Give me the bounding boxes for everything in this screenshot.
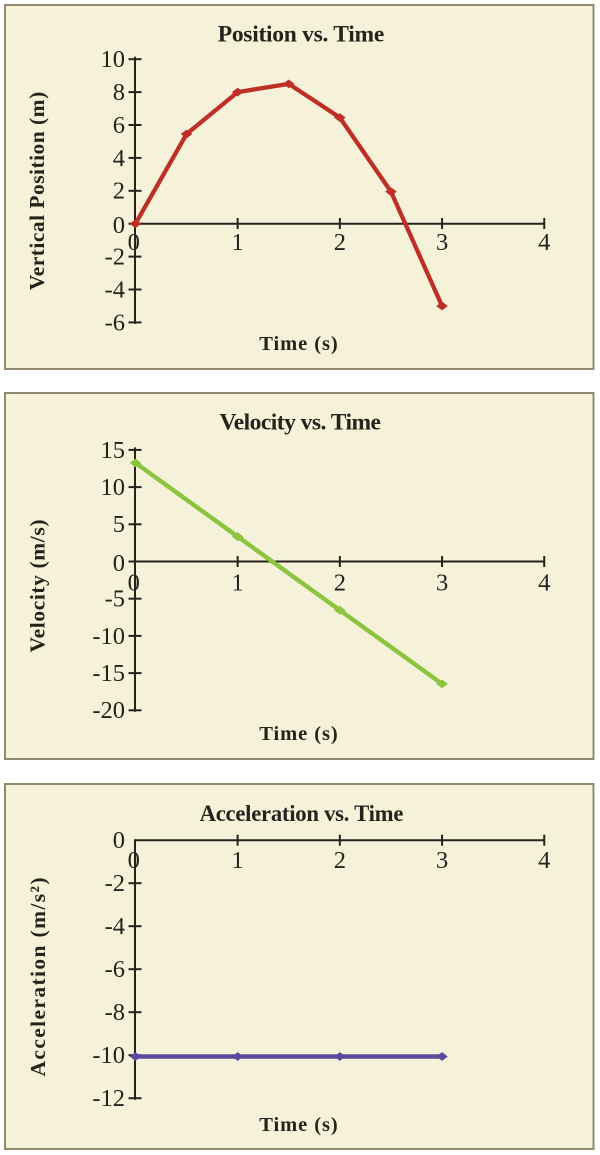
svg-text:3: 3 [436, 847, 448, 874]
svg-text:Acceleration (m/s²): Acceleration (m/s²) [26, 878, 50, 1077]
svg-text:-10: -10 [92, 1042, 125, 1069]
svg-text:2: 2 [334, 229, 346, 256]
svg-text:-20: -20 [92, 697, 125, 724]
svg-text:4: 4 [538, 569, 550, 596]
svg-text:-10: -10 [92, 623, 125, 650]
svg-text:2: 2 [334, 569, 346, 596]
svg-text:-15: -15 [92, 660, 125, 687]
svg-text:1: 1 [231, 229, 243, 256]
svg-text:0: 0 [113, 212, 125, 239]
svg-text:-6: -6 [105, 956, 125, 983]
svg-text:Acceleration vs. Time: Acceleration vs. Time [200, 801, 404, 826]
svg-text:8: 8 [113, 79, 125, 106]
svg-text:-12: -12 [92, 1085, 125, 1112]
svg-text:0: 0 [128, 229, 140, 256]
svg-text:-5: -5 [105, 586, 125, 613]
svg-text:4: 4 [538, 229, 550, 256]
svg-text:1: 1 [231, 847, 243, 874]
svg-text:6: 6 [113, 112, 125, 139]
svg-text:2: 2 [113, 178, 125, 205]
svg-text:0: 0 [113, 827, 125, 854]
svg-text:5: 5 [113, 511, 125, 538]
svg-text:3: 3 [436, 569, 448, 596]
svg-text:-2: -2 [105, 244, 125, 271]
svg-text:Velocity vs. Time: Velocity vs. Time [219, 410, 381, 436]
svg-text:0: 0 [128, 569, 140, 596]
svg-text:Velocity (m/s): Velocity (m/s) [26, 520, 50, 653]
svg-text:Position vs. Time: Position vs. Time [218, 22, 385, 48]
svg-text:Time (s): Time (s) [259, 723, 338, 745]
svg-text:-4: -4 [105, 276, 125, 303]
svg-text:-4: -4 [105, 913, 125, 940]
svg-text:0: 0 [128, 847, 140, 874]
svg-text:10: 10 [101, 474, 126, 501]
svg-text:Time (s): Time (s) [259, 1114, 338, 1136]
svg-text:2: 2 [334, 847, 346, 874]
svg-text:10: 10 [101, 46, 126, 73]
svg-text:0: 0 [113, 550, 125, 577]
svg-text:4: 4 [538, 847, 550, 874]
svg-text:Time (s): Time (s) [259, 333, 338, 355]
svg-text:-6: -6 [105, 309, 125, 336]
svg-text:15: 15 [101, 437, 126, 464]
svg-text:-2: -2 [105, 870, 125, 897]
svg-text:4: 4 [113, 145, 125, 172]
svg-text:Vertical Position (m): Vertical Position (m) [25, 92, 49, 291]
svg-text:3: 3 [436, 229, 448, 256]
svg-text:-8: -8 [105, 999, 125, 1026]
svg-text:1: 1 [231, 569, 243, 596]
